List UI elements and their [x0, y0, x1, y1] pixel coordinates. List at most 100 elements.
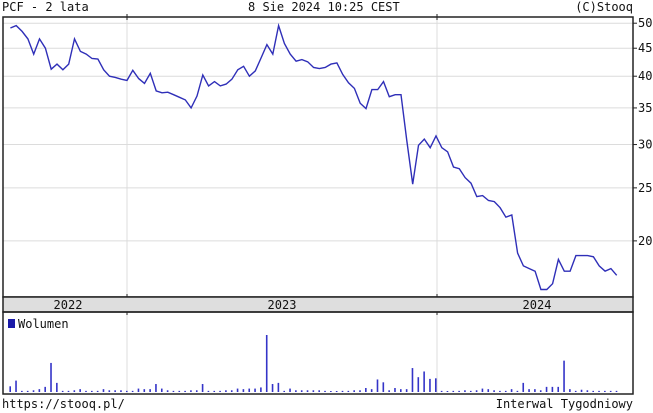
volume-bar [73, 390, 76, 392]
volume-bar [143, 389, 146, 392]
volume-bar [434, 378, 437, 392]
volume-bar [254, 388, 256, 392]
volume-bar [120, 390, 122, 392]
volume-bar [539, 390, 542, 392]
volume-bar [32, 390, 35, 392]
x-year-label: 2023 [268, 298, 297, 312]
volume-bar [609, 390, 612, 392]
volume-bar [551, 386, 554, 392]
volume-bar [592, 390, 594, 392]
volume-bar [38, 389, 41, 392]
volume-bar [114, 390, 116, 392]
volume-bar [131, 390, 134, 392]
volume-bar [201, 384, 204, 392]
chart-timestamp: 8 Sie 2024 10:25 CEST [248, 0, 400, 14]
volume-bar [522, 382, 525, 392]
volume-legend-label: Wolumen [18, 317, 69, 331]
volume-bar [61, 390, 64, 392]
y-tick-label: 25 [638, 181, 652, 195]
volume-bar [411, 368, 414, 392]
volume-bar [79, 389, 81, 392]
volume-bar [452, 390, 455, 392]
volume-bar [108, 390, 111, 392]
volume-bar [230, 390, 233, 392]
volume-bar [248, 388, 251, 392]
volume-bar [126, 390, 128, 392]
volume-bar [56, 382, 58, 392]
x-year-label: 2022 [54, 298, 83, 312]
volume-bar [155, 384, 157, 392]
volume-bar [306, 390, 309, 392]
grid [3, 14, 633, 394]
volume-bar [586, 390, 589, 392]
price-series-line [10, 22, 618, 291]
volume-bar [324, 390, 326, 392]
volume-bar [300, 390, 303, 392]
volume-bar [417, 377, 420, 392]
volume-bar [85, 390, 87, 392]
volume-bar [429, 378, 431, 392]
volume-bar [487, 389, 490, 392]
y-tick-label: 30 [638, 138, 652, 152]
y-tick-label: 45 [638, 41, 652, 55]
volume-bar [265, 335, 268, 392]
volume-bar [341, 390, 344, 392]
volume-bar [464, 390, 466, 392]
volume-bar [615, 390, 618, 392]
volume-bar [330, 391, 332, 392]
volume-bar [604, 390, 606, 392]
volume-bar [563, 360, 565, 392]
volume-bar [21, 390, 23, 392]
volume-bar [423, 371, 425, 392]
volume-bar [225, 390, 227, 392]
volume-bar [475, 390, 478, 392]
volume-bar [370, 389, 373, 392]
volume-bar [149, 389, 151, 392]
volume-bar [67, 390, 70, 392]
x-year-label: 2024 [523, 298, 552, 312]
volume-bar [347, 390, 350, 392]
source-url-link[interactable]: https://stooq.pl/ [2, 397, 125, 411]
volume-legend-swatch [8, 319, 15, 328]
volume-bar [557, 386, 560, 392]
y-tick-label: 40 [638, 69, 652, 83]
volume-bar [137, 388, 140, 392]
y-tick-label: 50 [638, 16, 652, 30]
volume-bar [26, 390, 29, 392]
volume-bar [172, 390, 175, 392]
volume-bar [504, 390, 507, 392]
copyright-label: (C)Stooq [575, 0, 633, 14]
volume-bar [15, 380, 17, 392]
volume-bar [469, 390, 472, 392]
volume-bar [534, 389, 536, 392]
volume-bar [96, 390, 99, 392]
volume-bar [481, 388, 484, 392]
volume-bar [271, 384, 274, 392]
volume-bar [394, 388, 396, 392]
volume-bar [458, 390, 460, 392]
volume-bar [277, 382, 280, 392]
volume-bar [190, 390, 192, 392]
volume-bar [376, 379, 379, 392]
y-tick-label: 20 [638, 234, 652, 248]
volume-bar [516, 390, 519, 392]
volume-bar [359, 390, 361, 392]
volume-plot-frame [2, 311, 634, 395]
volume-bar [44, 386, 46, 392]
volume-bar [545, 386, 548, 392]
volume-bar [318, 390, 320, 392]
volume-bar [207, 390, 210, 392]
y-tick-label: 35 [638, 101, 652, 115]
volume-bar [236, 388, 239, 392]
interval-label: Interwal Tygodniowy [495, 397, 633, 411]
volume-bar [242, 389, 245, 392]
volume-bar [493, 390, 495, 392]
volume-bar [400, 389, 402, 392]
volume-bar [219, 390, 221, 392]
volume-bar [50, 362, 52, 392]
volume-bar [213, 390, 216, 392]
volume-bar [166, 390, 169, 392]
volume-bar [195, 390, 198, 392]
volume-bar [510, 389, 513, 392]
